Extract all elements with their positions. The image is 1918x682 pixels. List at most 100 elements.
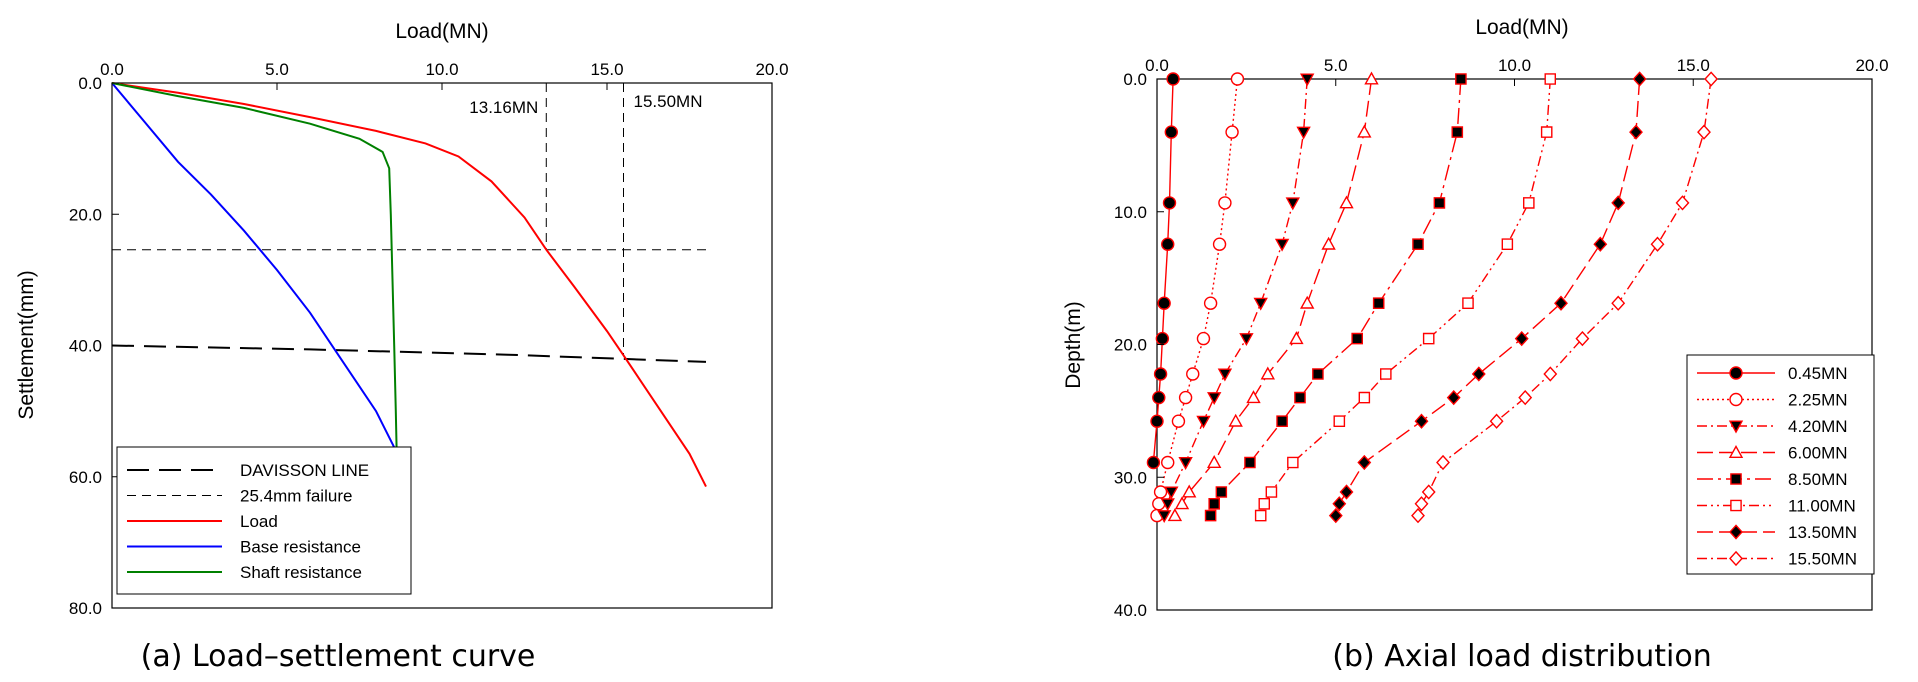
legend-marker-11-00mn <box>1730 499 1742 512</box>
data-point <box>1522 197 1535 209</box>
data-point <box>1244 456 1256 469</box>
data-point <box>1451 126 1464 138</box>
legend-marker-4-20mn <box>1728 420 1744 434</box>
series-line-2-25mn <box>1156 78 1239 516</box>
data-point <box>1153 485 1168 499</box>
data-point <box>1675 195 1690 211</box>
data-point <box>1544 73 1557 85</box>
data-point <box>1274 238 1290 252</box>
data-point <box>1632 71 1647 87</box>
axial-load-distribution-chart: 0.0 5.0 10.0 15.0 20.0 0.0 10.0 20.0 30.0 40.0 Lo… <box>1062 16 1889 674</box>
data-point <box>1433 197 1446 209</box>
x-tick-label: 20.0 <box>755 60 788 79</box>
series-15-50mn <box>1411 71 1719 524</box>
data-point <box>1411 507 1425 524</box>
data-point <box>1265 486 1278 498</box>
data-point <box>1300 73 1315 87</box>
data-point <box>1455 73 1467 85</box>
x-tick-label: 10.0 <box>1498 56 1531 75</box>
legend-label-13-50mn: 13.50MN <box>1788 523 1857 542</box>
data-point <box>1471 366 1486 382</box>
legend: DAVISSON LINE 25.4mm failure Load Base resi… <box>116 446 412 595</box>
y-tick-label: 30.0 <box>1114 468 1147 487</box>
x-tick-label: 0.0 <box>1145 56 1169 75</box>
data-point <box>1215 486 1228 498</box>
data-point <box>1164 486 1179 500</box>
caption-b: (b) Axial load distribution <box>1332 639 1711 674</box>
series-8-50mn <box>1204 73 1467 522</box>
data-point <box>1258 498 1271 510</box>
data-point <box>1287 456 1299 469</box>
data-point <box>1518 389 1533 406</box>
data-point <box>1357 124 1372 138</box>
series-line-11-00mn <box>1260 78 1551 516</box>
data-point <box>1650 236 1665 252</box>
data-point <box>1540 126 1553 138</box>
y-tick-label: 60.0 <box>69 468 102 487</box>
annotation-15-50mn: 15.50MN <box>634 92 703 111</box>
data-point <box>1321 236 1336 250</box>
legend: 0.45MN 2.25MN 4.20MN 6.00MN 8.50MN 11.00MN 13.… <box>1686 354 1875 575</box>
data-point <box>1225 125 1239 139</box>
data-point <box>1207 455 1222 468</box>
y-tick-label: 0.0 <box>78 74 102 93</box>
data-point <box>1357 454 1372 471</box>
x-tick-label: 20.0 <box>1855 56 1888 75</box>
data-point <box>1204 509 1217 522</box>
data-point <box>1294 391 1306 404</box>
data-point <box>1157 510 1172 524</box>
data-point <box>1152 390 1166 405</box>
data-point <box>1218 196 1232 210</box>
data-point <box>1412 238 1424 251</box>
data-point <box>1196 415 1211 429</box>
data-point <box>1462 297 1474 309</box>
data-point <box>1697 124 1711 140</box>
data-point <box>1253 297 1268 311</box>
data-point <box>1178 390 1193 405</box>
data-point <box>1161 237 1175 251</box>
legend-label-15-50mn: 15.50MN <box>1788 550 1857 569</box>
legend-box <box>1686 354 1875 575</box>
y-tick-label: 20.0 <box>69 205 102 224</box>
data-point <box>1358 391 1371 404</box>
caption-a: (a) Load–settlement curve <box>141 639 536 674</box>
data-point <box>1339 484 1354 500</box>
data-point <box>1289 331 1304 345</box>
x-axis-title: Load(MN) <box>395 20 488 43</box>
x-tick-label: 15.0 <box>1677 56 1710 75</box>
series-line-load <box>111 82 707 488</box>
data-point <box>1171 414 1186 428</box>
data-point <box>1212 237 1227 251</box>
data-point <box>1157 296 1171 310</box>
data-point <box>1554 295 1568 311</box>
x-axis-title: Load(MN) <box>1475 16 1568 39</box>
data-point <box>1514 330 1529 347</box>
data-point <box>1150 414 1164 428</box>
data-point <box>1312 368 1324 380</box>
data-point <box>1285 197 1300 211</box>
data-point <box>1160 498 1175 512</box>
y-tick-label: 0.0 <box>1123 70 1147 89</box>
data-point <box>1611 195 1626 211</box>
series-11-00mn <box>1254 73 1557 522</box>
data-point <box>1379 368 1392 380</box>
series-line-0-45mn <box>1152 78 1174 463</box>
legend-label-davisson-line: DAVISSON LINE <box>240 461 369 480</box>
legend-label-base-resistance: Base resistance <box>240 538 361 557</box>
data-point <box>1246 390 1261 404</box>
data-point <box>1260 366 1275 380</box>
data-point <box>1208 498 1221 510</box>
data-point <box>1217 368 1233 382</box>
data-point <box>1174 496 1190 510</box>
legend-label-4-20mn: 4.20MN <box>1788 417 1848 436</box>
data-point <box>1300 295 1315 309</box>
legend-marker-0-45mn <box>1729 366 1743 380</box>
legend-label-0-45mn: 0.45MN <box>1788 364 1848 383</box>
data-point <box>1436 454 1450 471</box>
data-point <box>1372 297 1385 309</box>
legend-marker-13-50mn <box>1729 524 1743 540</box>
data-point <box>1276 415 1288 427</box>
data-point <box>1364 71 1379 85</box>
legend-marker-8-50mn <box>1730 473 1742 485</box>
series-2-25mn <box>1150 72 1245 523</box>
